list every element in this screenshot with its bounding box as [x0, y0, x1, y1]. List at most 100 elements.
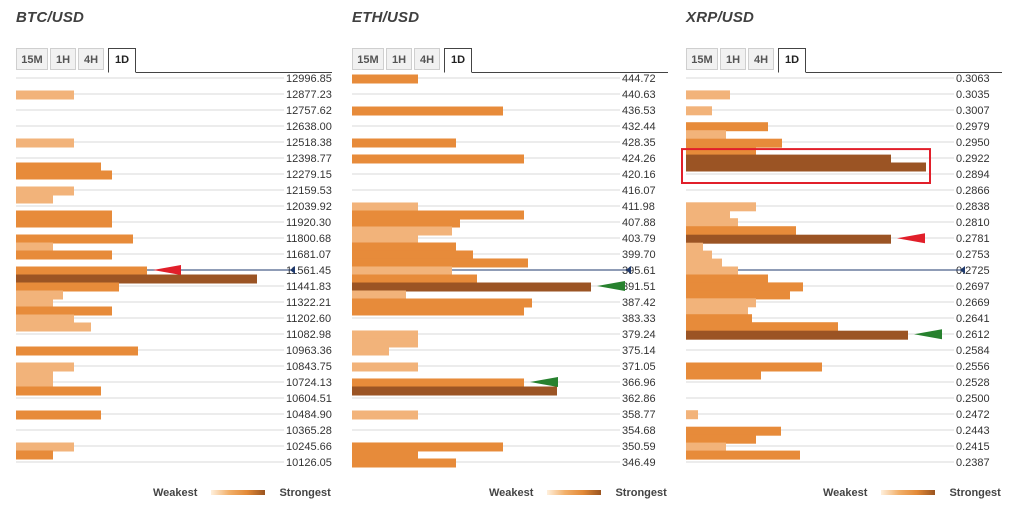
- confluence-bar: [352, 450, 418, 460]
- tab-1h[interactable]: 1H: [720, 48, 746, 70]
- confluence-bar: [686, 370, 761, 380]
- level-label: 0.2443: [956, 425, 990, 437]
- level-label: 12159.53: [286, 185, 332, 197]
- confluence-bar: [686, 442, 726, 452]
- strength-legend: Weakest Strongest: [153, 487, 331, 499]
- tab-underline: [806, 72, 1002, 73]
- tab-15m[interactable]: 15M: [686, 48, 718, 70]
- confluence-chart-xrp: 0.3063 0.3035 0.3007 0.2979 0.2950 0.2922 0.28…: [681, 73, 990, 469]
- level-label: 0.2866: [956, 185, 990, 197]
- level-label: 12757.62: [286, 105, 332, 117]
- confluence-bar: [16, 306, 112, 316]
- confluence-bar: [16, 378, 53, 388]
- confluence-chart-btc: 12996.85 12877.23 12757.62 12638.00 12518.38…: [16, 73, 332, 469]
- confluence-bar: [352, 290, 406, 300]
- confluence-bar: [686, 330, 908, 340]
- level-label: 0.3035: [956, 89, 990, 101]
- confluence-bar: [686, 434, 756, 444]
- level-label: 10245.66: [286, 441, 332, 453]
- panel-eth: ETH/USD 15M 1H 4H 1D 444.72 440.63 436.53 4…: [352, 0, 668, 512]
- confluence-bar: [686, 130, 726, 140]
- strength-legend: Weakest Strongest: [489, 487, 667, 499]
- confluence-bar: [686, 242, 703, 252]
- highlight-box: [681, 148, 931, 185]
- tab-1h[interactable]: 1H: [50, 48, 76, 70]
- confluence-bar: [352, 226, 452, 236]
- level-label: 416.07: [622, 185, 656, 197]
- level-label: 399.70: [622, 249, 656, 261]
- tab-4h[interactable]: 4H: [748, 48, 774, 70]
- confluence-bar: [686, 306, 748, 316]
- tab-15m[interactable]: 15M: [352, 48, 384, 70]
- confluence-bar: [16, 234, 133, 244]
- legend-weakest: Weakest: [489, 487, 534, 499]
- pair-title: XRP/USD: [686, 9, 755, 26]
- level-label: 436.53: [622, 105, 656, 117]
- confluence-bar: [16, 314, 74, 324]
- level-label: 10724.13: [286, 377, 332, 389]
- confluence-bar: [352, 338, 418, 348]
- confluence-bar: [686, 322, 838, 332]
- tab-1d[interactable]: 1D: [108, 48, 136, 73]
- level-label: 11322.21: [286, 297, 331, 309]
- level-label: 12398.77: [286, 153, 332, 165]
- confluence-bar: [16, 442, 74, 452]
- confluence-bar: [16, 250, 112, 260]
- confluence-bar: [16, 138, 74, 148]
- level-label: 11681.07: [286, 249, 331, 261]
- level-label: 12279.15: [286, 169, 332, 181]
- level-label: 407.88: [622, 217, 656, 229]
- confluence-bar: [686, 298, 756, 308]
- confluence-bar: [686, 426, 781, 436]
- level-label: 403.79: [622, 233, 656, 245]
- level-label: 375.14: [622, 345, 656, 357]
- level-label: 12638.00: [286, 121, 332, 133]
- tab-4h[interactable]: 4H: [78, 48, 104, 70]
- tab-1d[interactable]: 1D: [444, 48, 472, 73]
- level-label: 11561.45: [286, 265, 331, 277]
- confluence-bar: [686, 410, 698, 420]
- confluence-bar: [686, 122, 768, 132]
- tab-1d[interactable]: 1D: [778, 48, 806, 73]
- level-label: 0.2415: [956, 441, 990, 453]
- legend-gradient: [211, 489, 266, 495]
- level-label: 12996.85: [286, 73, 332, 85]
- tab-4h[interactable]: 4H: [414, 48, 440, 70]
- level-label: 12039.92: [286, 201, 332, 213]
- level-label: 0.2528: [956, 377, 990, 389]
- confluence-bar: [352, 74, 418, 84]
- panel-btc: BTC/USD 15M 1H 4H 1D 12996.85 12877.23 127…: [16, 0, 332, 512]
- level-label: 444.72: [622, 73, 656, 85]
- level-label: 0.2894: [956, 169, 990, 181]
- level-label: 391.51: [622, 281, 656, 293]
- confluence-bar: [686, 290, 790, 300]
- confluence-bar: [16, 162, 101, 172]
- level-label: 395.61: [622, 265, 656, 277]
- tab-1h[interactable]: 1H: [386, 48, 412, 70]
- level-label: 0.2697: [956, 281, 990, 293]
- tab-15m[interactable]: 15M: [16, 48, 48, 70]
- confluence-bar: [686, 138, 782, 148]
- level-label: 371.05: [622, 361, 656, 373]
- level-label: 0.2387: [956, 457, 990, 469]
- confluence-bar: [16, 218, 112, 228]
- confluence-bar: [686, 218, 738, 228]
- confluence-bar: [352, 442, 503, 452]
- level-label: 387.42: [622, 297, 656, 309]
- confluence-bar: [352, 202, 418, 212]
- level-label: 0.2781: [956, 233, 990, 245]
- level-label: 0.2753: [956, 249, 990, 261]
- confluence-bar: [352, 346, 389, 356]
- red-arrow-icon: [897, 233, 925, 244]
- confluence-bar: [16, 210, 112, 220]
- level-label: 0.2641: [956, 313, 990, 325]
- confluence-bar: [352, 458, 456, 468]
- green-arrow-icon: [597, 281, 625, 292]
- tab-underline: [136, 72, 332, 73]
- confluence-bar: [16, 194, 53, 204]
- confluence-bar: [686, 258, 722, 268]
- level-label: 0.2979: [956, 121, 990, 133]
- legend-weakest: Weakest: [153, 487, 198, 499]
- confluence-bar: [352, 306, 524, 316]
- level-label: 0.2922: [956, 153, 990, 165]
